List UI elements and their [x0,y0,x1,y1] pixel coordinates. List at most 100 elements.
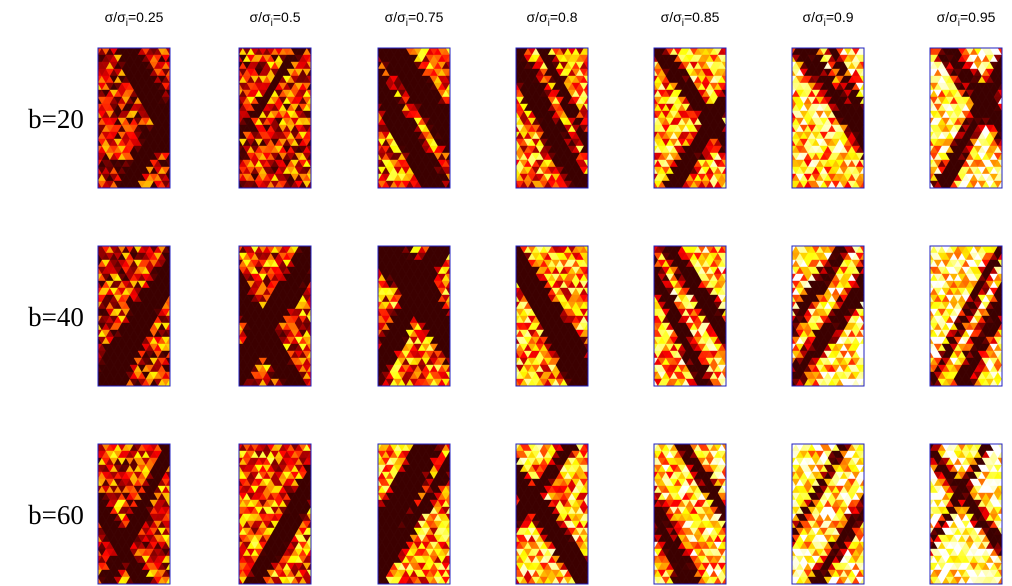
heatmap-cell [592,351,600,358]
heatmap-cell [454,69,462,76]
heatmap-cell [592,111,600,118]
heatmap-cell [174,69,182,76]
heatmap-cell [730,125,738,132]
heatmap-cell [725,54,726,56]
heatmap-cell [596,97,604,104]
heatmap-cell [654,138,655,140]
heatmap-cell [239,110,240,112]
heatmap-cell [1006,139,1012,146]
heatmap-cell [458,379,466,386]
heatmap-cell [1006,83,1012,90]
ratio: σ/σ [937,9,959,25]
heatmap-cell [587,166,588,168]
heatmap-cell [315,323,323,330]
heatmap-cell [98,110,99,112]
panel-border [238,47,312,189]
heatmap-cell [445,350,450,359]
heatmap-cell [587,308,588,310]
heatmap-cell [458,167,466,174]
heatmap-cell [997,138,1002,147]
heatmap-cell [310,336,311,338]
heatmap-cell [165,145,170,154]
heatmap-cell [730,55,738,62]
heatmap-cell [174,174,182,181]
heatmap-cell [592,246,600,253]
heatmap-cell [454,330,462,337]
heatmap-cell [454,267,462,274]
heatmap-cell [587,280,588,282]
heatmap-cell [310,294,311,296]
heatmap-cell [725,96,726,98]
heatmap-cell [516,266,517,268]
heatmap-cell [169,166,170,168]
heatmap-cell [868,146,876,153]
heatmap-cell [178,351,186,358]
heatmap-cell [178,181,186,188]
heatmap-cell [319,309,327,316]
heatmap-cell [306,110,311,119]
heatmap-cell [449,138,450,140]
heatmap-cell [725,138,726,140]
heatmap-cell [174,125,182,132]
heatmap-cell [583,152,588,161]
ratio-value: =0.5 [273,9,301,25]
heatmap-cell [239,124,240,126]
heatmap-cell [587,364,588,366]
heatmap-cell [445,357,450,366]
heatmap-cell [734,69,742,76]
heatmap-cell [174,55,182,62]
heatmap-cell [863,180,864,182]
heatmap-cell [1006,181,1012,188]
heatmap-cell [98,252,99,254]
heatmap-cell [449,378,450,380]
heatmap-cell [454,337,462,344]
panel-border [97,47,171,189]
heatmap-cell [1006,174,1012,181]
row-label: b=60 [28,500,84,530]
heatmap-cell [449,336,450,338]
heatmap-cell [165,180,170,188]
heatmap-cell [583,301,588,310]
heatmap-cell [165,61,170,70]
heatmap-cell [310,166,311,168]
heatmap-cell [596,83,604,90]
heatmap-cell [930,54,931,56]
heatmap-cell [721,259,726,268]
heatmap-cell [169,152,170,154]
heatmap-cell [734,97,742,104]
heatmap-cell [239,252,240,254]
heatmap-cell [863,110,864,112]
heatmap-cell [730,97,738,104]
heatmap-cell [445,68,450,77]
heatmap-cell [458,281,466,288]
heatmap-cell [174,337,182,344]
heatmap-cell [1001,96,1002,98]
heatmap-cell [592,330,600,337]
heatmap-cell [454,174,462,181]
heatmap-cell [863,124,864,126]
subscript: i [682,18,684,29]
heatmap-cell [587,308,588,310]
heatmap-cell [516,252,517,254]
heatmap-cell [592,174,600,181]
heatmap-cell [592,365,600,372]
heatmap-cell [445,159,450,168]
heatmap-cell [174,379,182,386]
heatmap-cell [165,138,170,147]
heatmap-cell [445,173,450,182]
heatmap-cell [596,337,604,344]
heatmap-cell [169,350,170,352]
heatmap-cell [306,364,311,373]
heatmap-cell [306,68,311,77]
heatmap-cell [730,118,738,125]
heatmap-cell [449,138,450,140]
heatmap-cell [730,69,738,76]
heatmap-cell [445,259,450,268]
heatmap-cell [169,252,170,254]
heatmap-cell [725,82,726,84]
heatmap-cell [310,280,311,282]
heatmap-cell [454,153,462,160]
heatmap-cell [454,97,462,104]
heatmap-cell [583,138,588,147]
heatmap-cell [792,152,793,154]
